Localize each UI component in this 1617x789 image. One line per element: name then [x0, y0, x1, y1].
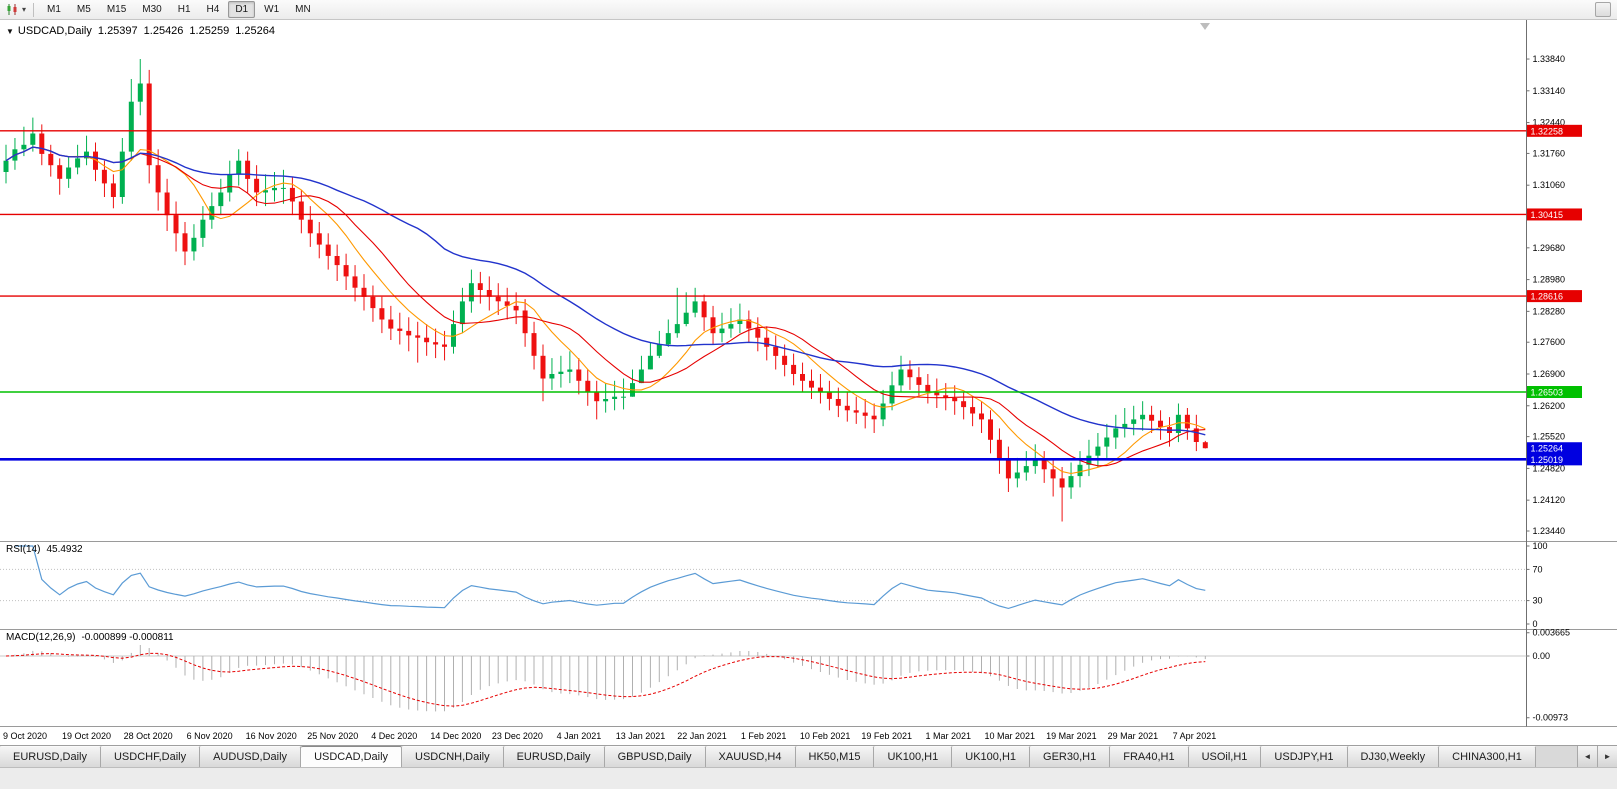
- toolbar-corner-button[interactable]: [1595, 2, 1611, 17]
- svg-text:1 Mar 2021: 1 Mar 2021: [925, 731, 971, 741]
- svg-text:1.26200: 1.26200: [1533, 401, 1566, 411]
- svg-text:19 Oct 2020: 19 Oct 2020: [62, 731, 111, 741]
- svg-text:70: 70: [1533, 564, 1543, 574]
- timeframe-mn-button[interactable]: MN: [295, 4, 311, 15]
- chart-tab-usdcad-daily[interactable]: USDCAD,Daily: [301, 746, 403, 767]
- tab-scroll-buttons: ◄ ►: [1577, 746, 1617, 767]
- svg-text:1.28980: 1.28980: [1533, 275, 1566, 285]
- svg-text:22 Jan 2021: 22 Jan 2021: [677, 731, 727, 741]
- timeframe-m15-button[interactable]: M15: [106, 4, 127, 15]
- svg-text:1.32258: 1.32258: [1531, 126, 1564, 136]
- timeframe-d1-button[interactable]: D1: [228, 1, 256, 18]
- svg-text:1.26503: 1.26503: [1531, 388, 1564, 398]
- svg-text:1.28616: 1.28616: [1531, 292, 1564, 302]
- chart-tab-eurusd-daily[interactable]: EURUSD,Daily: [0, 746, 101, 767]
- svg-text:1.33140: 1.33140: [1533, 86, 1566, 96]
- macd-panel[interactable]: 0.003665 0.00 -0.00973: [0, 628, 1570, 723]
- chart-tab-usdcnh-daily[interactable]: USDCNH,Daily: [402, 746, 504, 767]
- toolbar-separator: [33, 2, 35, 17]
- chart-tab-audusd-daily[interactable]: AUDUSD,Daily: [200, 746, 302, 767]
- svg-text:1.25520: 1.25520: [1533, 432, 1566, 442]
- svg-text:1.25264: 1.25264: [1531, 444, 1564, 454]
- svg-text:16 Nov 2020: 16 Nov 2020: [246, 731, 297, 741]
- svg-text:1.25019: 1.25019: [1531, 455, 1564, 465]
- top-toolbar: ▾ M1 M5 M15 M30 H1 H4 D1 W1 MN: [0, 0, 1617, 20]
- timeframe-h1-button[interactable]: H1: [177, 4, 191, 15]
- svg-text:4 Dec 2020: 4 Dec 2020: [371, 731, 417, 741]
- svg-text:4 Jan 2021: 4 Jan 2021: [557, 731, 602, 741]
- chart-tabs: EURUSD,Daily USDCHF,Daily AUDUSD,Daily USDC…: [0, 746, 1617, 768]
- moving-averages: [5, 146, 1206, 475]
- chart-tab-eurusd-daily[interactable]: EURUSD,Daily: [503, 746, 605, 767]
- svg-text:1.24120: 1.24120: [1533, 495, 1566, 505]
- chart-tab-usdjpy-h1[interactable]: USDJPY,H1: [1261, 746, 1348, 767]
- svg-text:30: 30: [1533, 596, 1543, 606]
- chart-type-dropdown-caret[interactable]: ▾: [22, 5, 27, 14]
- current-price-label: 1.25264: [1527, 442, 1582, 455]
- svg-text:1.33840: 1.33840: [1533, 54, 1566, 64]
- svg-text:1 Feb 2021: 1 Feb 2021: [741, 731, 787, 741]
- chart-tab-uk100-h1[interactable]: UK100,H1: [874, 746, 953, 767]
- svg-text:28 Oct 2020: 28 Oct 2020: [124, 731, 173, 741]
- svg-text:6 Nov 2020: 6 Nov 2020: [187, 731, 233, 741]
- tab-scroll-left-button[interactable]: ◄: [1577, 746, 1597, 767]
- chart-tab-bar: EURUSD,Daily USDCHF,Daily AUDUSD,Daily USDC…: [0, 745, 1617, 789]
- chart-tab-fra40-h1[interactable]: FRA40,H1: [1110, 746, 1189, 767]
- svg-text:13 Jan 2021: 13 Jan 2021: [616, 731, 666, 741]
- chart-tab-usdchf-daily[interactable]: USDCHF,Daily: [100, 746, 201, 767]
- rsi-panel[interactable]: 100 70 30 0: [0, 541, 1548, 629]
- svg-text:0: 0: [1533, 619, 1538, 629]
- svg-text:1.26900: 1.26900: [1533, 369, 1566, 379]
- chart-type-icon[interactable]: [4, 3, 20, 17]
- chart-tab-gbpusd-daily[interactable]: GBPUSD,Daily: [604, 746, 706, 767]
- date-axis[interactable]: 9 Oct 2020 19 Oct 2020 28 Oct 2020 6 Nov 20…: [3, 731, 1216, 741]
- svg-text:1.31760: 1.31760: [1533, 148, 1566, 158]
- svg-text:0.003665: 0.003665: [1533, 628, 1571, 638]
- timeframe-m5-button[interactable]: M5: [76, 4, 91, 15]
- svg-text:1.23440: 1.23440: [1533, 526, 1566, 536]
- svg-text:10 Mar 2021: 10 Mar 2021: [985, 731, 1036, 741]
- svg-text:100: 100: [1533, 541, 1548, 551]
- svg-text:0.00: 0.00: [1533, 651, 1551, 661]
- chart-tab-usoil-h1[interactable]: USOil,H1: [1188, 746, 1262, 767]
- svg-text:1.28280: 1.28280: [1533, 306, 1566, 316]
- svg-text:-0.00973: -0.00973: [1533, 713, 1569, 723]
- svg-text:9 Oct 2020: 9 Oct 2020: [3, 731, 47, 741]
- candlestick-chart-icon: [7, 4, 16, 15]
- svg-text:1.24820: 1.24820: [1533, 463, 1566, 473]
- horizontal-lines[interactable]: 1.32258 1.30415 1.28616 1.26503 1.25019: [0, 124, 1582, 466]
- svg-text:7 Apr 2021: 7 Apr 2021: [1173, 731, 1217, 741]
- svg-text:19 Feb 2021: 19 Feb 2021: [861, 731, 912, 741]
- chart-frame: [0, 20, 1617, 727]
- svg-text:1.31060: 1.31060: [1533, 180, 1566, 190]
- svg-text:19 Mar 2021: 19 Mar 2021: [1046, 731, 1097, 741]
- timeframe-button-group: M1 M5 M15 M30 H1 H4 D1 W1 MN: [39, 1, 319, 18]
- chart-tab-uk100-h1[interactable]: UK100,H1: [952, 746, 1031, 767]
- timeframe-m1-button[interactable]: M1: [47, 4, 61, 15]
- svg-text:29 Mar 2021: 29 Mar 2021: [1108, 731, 1159, 741]
- timeframe-m30-button[interactable]: M30: [142, 4, 162, 15]
- chart-tab-dj30-weekly[interactable]: DJ30,Weekly: [1347, 746, 1440, 767]
- tab-scroll-right-button[interactable]: ►: [1597, 746, 1617, 767]
- chart-tab-ger30-h1[interactable]: GER30,H1: [1030, 746, 1111, 767]
- svg-text:1.27600: 1.27600: [1533, 337, 1566, 347]
- svg-text:1.30415: 1.30415: [1531, 210, 1564, 220]
- candles-series[interactable]: [3, 59, 1208, 522]
- svg-text:10 Feb 2021: 10 Feb 2021: [800, 731, 851, 741]
- svg-text:23 Dec 2020: 23 Dec 2020: [492, 731, 543, 741]
- chart-region: 1.338401.331401.324401.317601.310601.303…: [0, 20, 1617, 745]
- svg-text:1.29680: 1.29680: [1533, 243, 1566, 253]
- chart-tab-china300-h1[interactable]: CHINA300,H1: [1439, 746, 1536, 767]
- chart-tab-xauusd-h4[interactable]: XAUUSD,H4: [705, 746, 796, 767]
- chart-tab-hk50-m15[interactable]: HK50,M15: [795, 746, 875, 767]
- svg-text:25 Nov 2020: 25 Nov 2020: [307, 731, 358, 741]
- svg-text:1.32440: 1.32440: [1533, 118, 1566, 128]
- timeframe-w1-button[interactable]: W1: [264, 4, 280, 15]
- chart-canvas[interactable]: 1.338401.331401.324401.317601.310601.303…: [0, 20, 1617, 745]
- svg-text:14 Dec 2020: 14 Dec 2020: [430, 731, 481, 741]
- timeframe-h4-button[interactable]: H4: [206, 4, 220, 15]
